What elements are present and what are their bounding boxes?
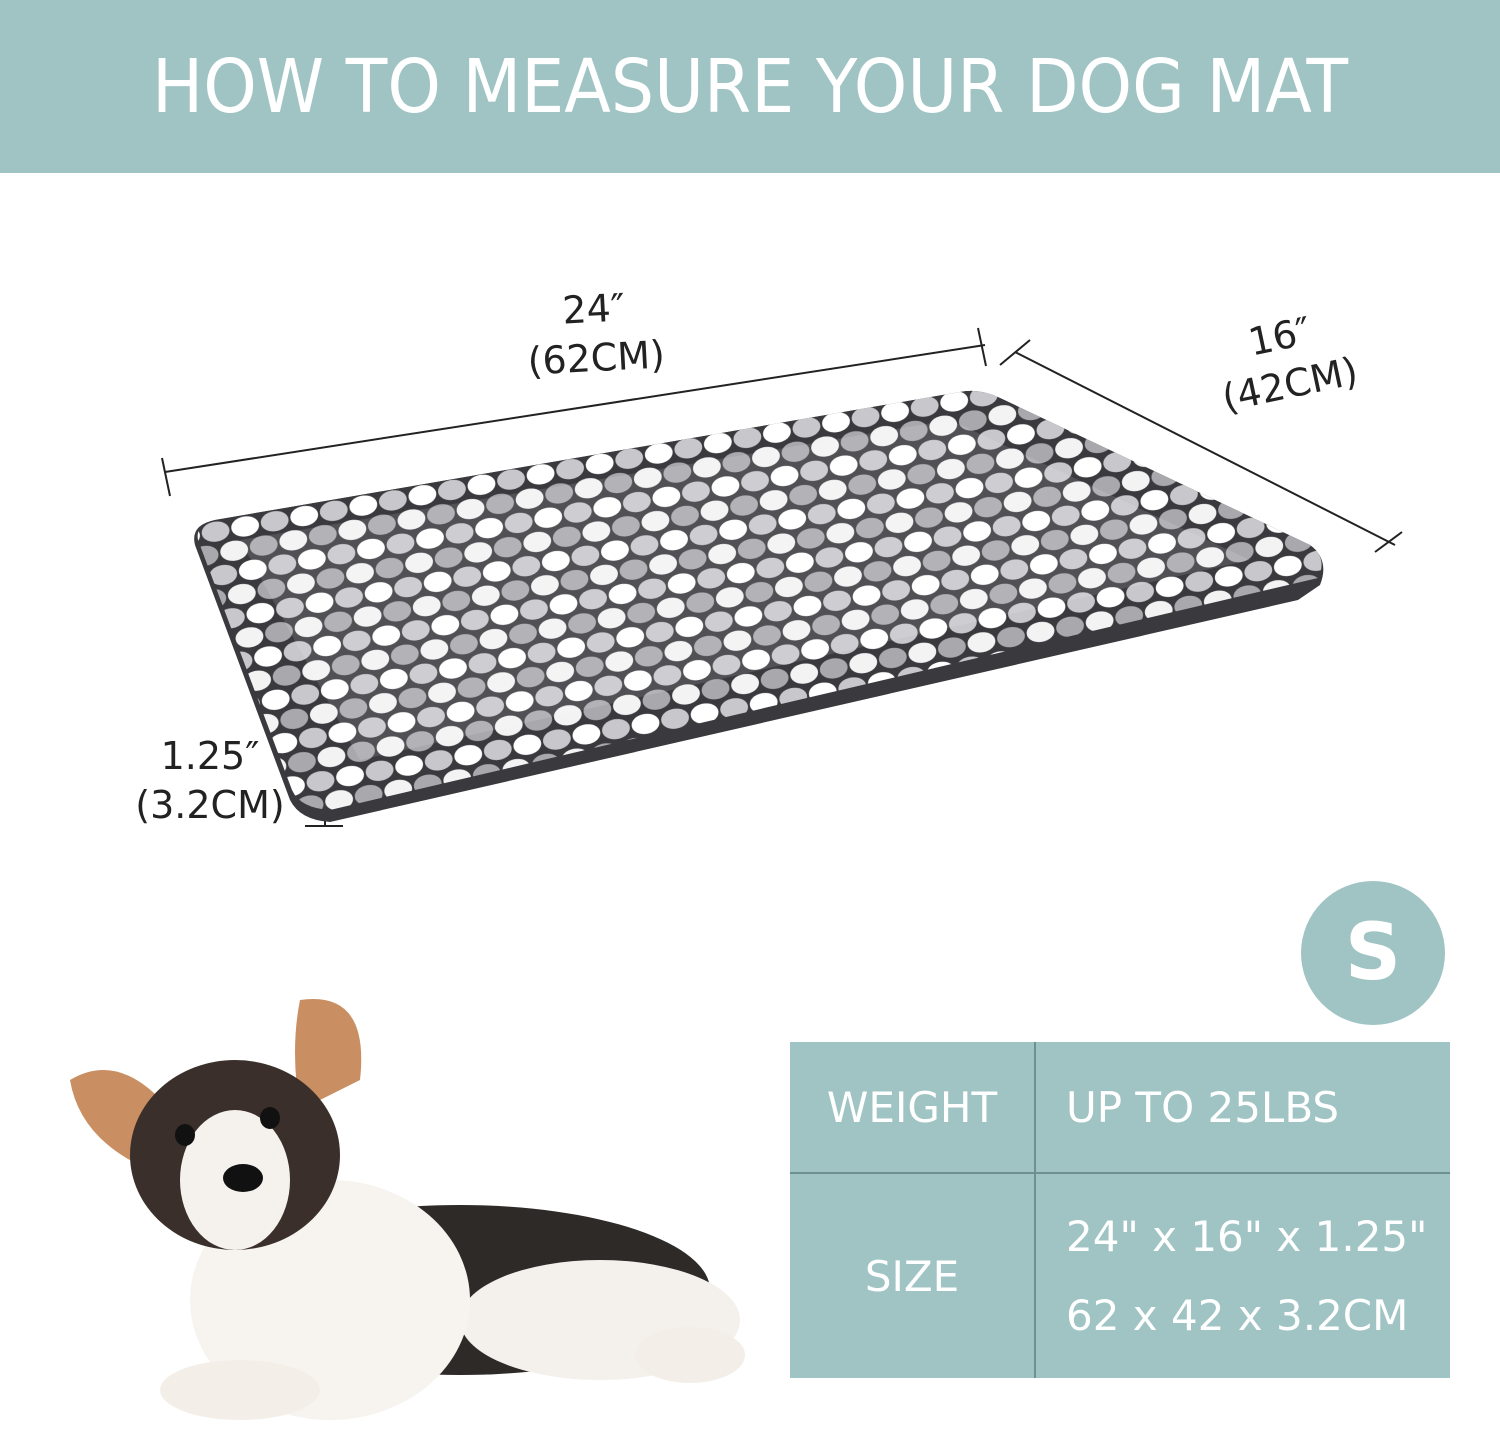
size-label: SIZE: [790, 1172, 1036, 1378]
width-dimension-line: [999, 339, 1403, 553]
size-inches: 24" x 16" x 1.25": [1066, 1212, 1428, 1261]
height-inches: 1.25″: [160, 734, 260, 778]
corgi-puppy-image: [70, 999, 745, 1420]
length-cm: (62CM): [526, 332, 666, 384]
header-banner: HOW TO MEASURE YOUR DOG MAT: [0, 0, 1500, 173]
table-row: SIZE 24" x 16" x 1.25" 62 x 42 x 3.2CM: [790, 1172, 1450, 1378]
height-label: 1.25″ (3.2CM): [115, 732, 305, 831]
height-cm: (3.2CM): [135, 783, 285, 828]
table-row: WEIGHT UP TO 25LBS: [790, 1042, 1450, 1174]
size-values: 24" x 16" x 1.25" 62 x 42 x 3.2CM: [1034, 1172, 1450, 1378]
weight-label: WEIGHT: [790, 1042, 1036, 1174]
size-cm: 62 x 42 x 3.2CM: [1066, 1291, 1409, 1340]
spec-table: WEIGHT UP TO 25LBS SIZE 24" x 16" x 1.25…: [790, 1042, 1450, 1378]
length-label: 24″ (62CM): [498, 280, 693, 389]
size-badge: S: [1301, 881, 1445, 1025]
length-dimension-line: [161, 327, 987, 497]
dog-mat-image: [194, 390, 1324, 822]
weight-value: UP TO 25LBS: [1034, 1042, 1450, 1174]
page-title: HOW TO MEASURE YOUR DOG MAT: [151, 43, 1349, 130]
